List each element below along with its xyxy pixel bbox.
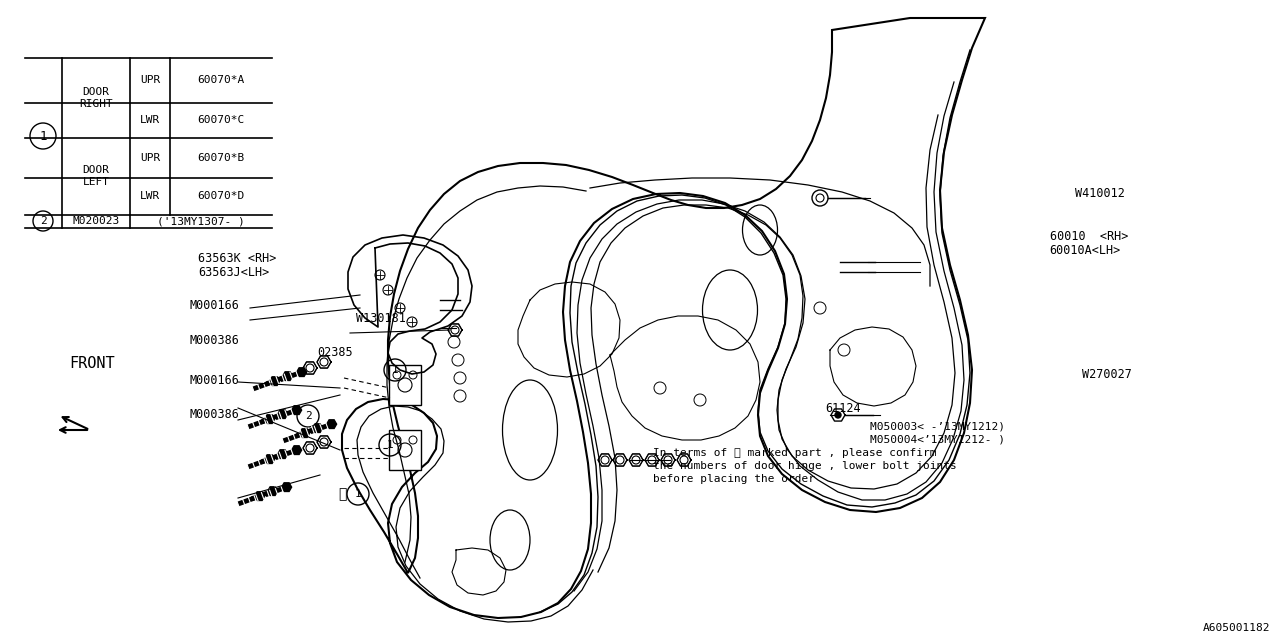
Polygon shape — [312, 424, 323, 433]
Text: ※: ※ — [338, 487, 346, 501]
Polygon shape — [297, 368, 307, 376]
Text: 1: 1 — [355, 489, 361, 499]
Text: M000386: M000386 — [189, 408, 239, 421]
Text: 1: 1 — [40, 129, 47, 143]
Text: ('13MY1307- ): ('13MY1307- ) — [157, 216, 244, 226]
Text: M000166: M000166 — [189, 300, 239, 312]
Text: M050003< -’13MY1212): M050003< -’13MY1212) — [870, 421, 1005, 431]
Text: DOOR
RIGHT: DOOR RIGHT — [79, 87, 113, 109]
Text: 60070*D: 60070*D — [197, 191, 244, 201]
Text: 60010A<LH>: 60010A<LH> — [1050, 244, 1121, 257]
Text: 1: 1 — [387, 440, 393, 450]
Text: 02385: 02385 — [317, 346, 353, 358]
Text: DOOR
LEFT: DOOR LEFT — [82, 165, 110, 187]
Text: 1: 1 — [392, 365, 398, 375]
Text: FRONT: FRONT — [69, 356, 115, 371]
Text: M000386: M000386 — [189, 334, 239, 347]
Text: 60070*A: 60070*A — [197, 75, 244, 85]
Text: 61124: 61124 — [826, 402, 861, 415]
Text: before placing the order: before placing the order — [653, 474, 815, 484]
Polygon shape — [300, 429, 310, 438]
Text: UPR: UPR — [140, 153, 160, 163]
Polygon shape — [292, 446, 302, 454]
FancyBboxPatch shape — [389, 430, 421, 470]
Text: the numbers of door hinge , lower bolt joints: the numbers of door hinge , lower bolt j… — [653, 461, 956, 471]
Polygon shape — [283, 372, 293, 380]
Text: M050004<’13MY1212- ): M050004<’13MY1212- ) — [870, 434, 1005, 444]
Circle shape — [835, 412, 841, 418]
Text: 63563K <RH>: 63563K <RH> — [198, 252, 276, 265]
Polygon shape — [282, 483, 292, 492]
Text: 2: 2 — [40, 216, 46, 226]
Polygon shape — [255, 492, 265, 500]
Text: 60070*B: 60070*B — [197, 153, 244, 163]
Text: W270027: W270027 — [1082, 368, 1132, 381]
Text: A605001182: A605001182 — [1202, 623, 1270, 633]
Text: In terms of ※ marked part , please confirm: In terms of ※ marked part , please confi… — [653, 448, 936, 458]
Polygon shape — [270, 377, 279, 385]
Text: 2: 2 — [305, 411, 311, 421]
Text: M000166: M000166 — [189, 374, 239, 387]
Text: W130181: W130181 — [356, 312, 406, 325]
Text: LWR: LWR — [140, 191, 160, 201]
Polygon shape — [292, 406, 302, 415]
Text: 60010  <RH>: 60010 <RH> — [1050, 230, 1128, 243]
Text: 63563J<LH>: 63563J<LH> — [198, 266, 270, 279]
Polygon shape — [265, 455, 275, 463]
Polygon shape — [265, 415, 275, 424]
Polygon shape — [268, 487, 278, 495]
Text: 60070*C: 60070*C — [197, 115, 244, 125]
Text: W410012: W410012 — [1075, 187, 1125, 200]
Polygon shape — [278, 410, 288, 419]
Polygon shape — [278, 450, 288, 458]
Text: UPR: UPR — [140, 75, 160, 85]
Text: LWR: LWR — [140, 115, 160, 125]
Polygon shape — [326, 420, 337, 428]
Text: M020023: M020023 — [73, 216, 119, 226]
FancyBboxPatch shape — [389, 365, 421, 405]
